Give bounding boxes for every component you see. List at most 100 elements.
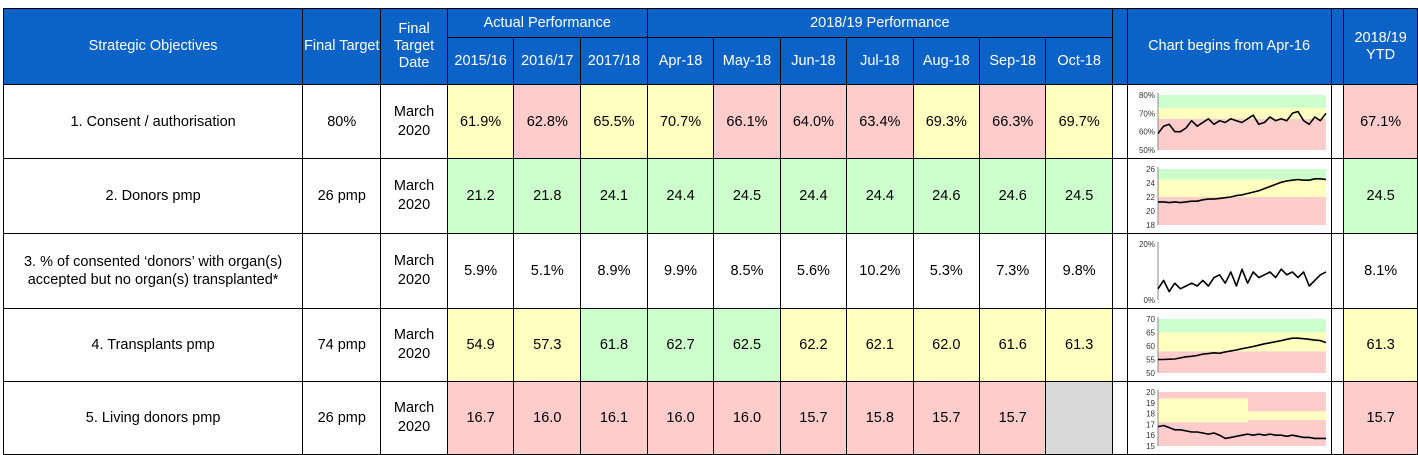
target-date-line: 2020 bbox=[397, 346, 431, 362]
y-tick-label: 0% bbox=[1143, 296, 1155, 305]
target-cell: 74 pmp bbox=[302, 308, 382, 382]
yellow-band bbox=[1157, 398, 1248, 423]
trend-chart-cell: 26 24 22 20 18 bbox=[1126, 158, 1332, 234]
value-cell bbox=[1045, 381, 1113, 455]
y-tick-label: 16 bbox=[1146, 431, 1155, 440]
y-tick-label: 55 bbox=[1146, 356, 1155, 365]
target-date-cell: March 2020 bbox=[380, 233, 448, 309]
series-line bbox=[1157, 424, 1326, 440]
table-row: 1. Consent / authorisation 80% March 2020 61… bbox=[2, 84, 1418, 159]
header-period: Sep-18 bbox=[978, 37, 1047, 85]
header-final-target: Final Target bbox=[302, 8, 382, 85]
header-period: 2017/18 bbox=[580, 37, 648, 85]
ytd-cell: 8.1% bbox=[1343, 233, 1418, 309]
target-date-line: 2020 bbox=[397, 122, 431, 139]
y-tick-label: 20% bbox=[1139, 240, 1155, 249]
trend-chart: 70 65 60 55 50 bbox=[1146, 315, 1326, 378]
trend-chart-cell: 70 65 60 55 50 bbox=[1126, 308, 1332, 382]
header-period: Jun-18 bbox=[779, 37, 848, 85]
green-band bbox=[1157, 319, 1326, 333]
table-row: 2. Donors pmp 26 pmp March 2020 21.2 21.8 24.1… bbox=[2, 158, 1418, 234]
series-line bbox=[1157, 177, 1326, 204]
y-tick-label: 15 bbox=[1146, 442, 1155, 451]
series-line bbox=[1156, 268, 1326, 293]
yellow-band bbox=[1247, 411, 1326, 421]
header-actual-performance: Actual Performance bbox=[446, 8, 648, 38]
target-date-line: March bbox=[393, 400, 435, 416]
trend-chart-cell: 20% 0% bbox=[1126, 233, 1332, 309]
target-date-cell: March 2020 bbox=[380, 381, 448, 455]
y-tick-label: 19 bbox=[1146, 399, 1155, 408]
header-period: Apr-18 bbox=[646, 37, 715, 85]
trend-chart: 20% 0% bbox=[1139, 240, 1326, 305]
spacer bbox=[1330, 381, 1345, 455]
target-date-line: March bbox=[393, 103, 435, 120]
y-tick-label: 20 bbox=[1146, 388, 1155, 397]
value-cell: 10.2% bbox=[846, 233, 914, 309]
spacer bbox=[1111, 308, 1128, 382]
value-cell: 5.1% bbox=[513, 233, 582, 309]
series-line bbox=[1157, 337, 1326, 361]
value-cell: 62.1 bbox=[846, 308, 914, 382]
target-cell: 26 pmp bbox=[302, 158, 382, 234]
value-cell: 16.1 bbox=[580, 381, 648, 455]
value-cell: 8.9% bbox=[580, 233, 648, 309]
value-cell: 8.5% bbox=[713, 233, 781, 309]
header-period: Oct-18 bbox=[1045, 37, 1113, 85]
yellow-band bbox=[1157, 332, 1326, 352]
value-cell: 24.4 bbox=[846, 158, 914, 234]
value-cell: 24.4 bbox=[779, 158, 848, 234]
value-cell: 15.7 bbox=[912, 381, 981, 455]
value-cell: 24.6 bbox=[978, 158, 1047, 234]
value-cell: 62.7 bbox=[646, 308, 715, 382]
value-cell: 61.3 bbox=[1045, 308, 1113, 382]
value-cell: 61.9% bbox=[446, 84, 515, 159]
value-cell: 15.7 bbox=[779, 381, 848, 455]
value-cell: 15.8 bbox=[846, 381, 914, 455]
y-tick-label: 70 bbox=[1146, 315, 1155, 324]
header-strategic-objectives: Strategic Objectives bbox=[2, 8, 304, 85]
target-date-cell: March 2020 bbox=[380, 84, 448, 159]
ytd-cell: 67.1% bbox=[1343, 84, 1418, 159]
value-cell: 24.5 bbox=[1045, 158, 1113, 234]
value-cell: 69.7% bbox=[1045, 84, 1113, 159]
spacer bbox=[1330, 158, 1345, 234]
value-cell: 16.7 bbox=[446, 381, 515, 455]
value-cell: 24.5 bbox=[713, 158, 781, 234]
spacer bbox=[1330, 84, 1345, 159]
value-cell: 5.3% bbox=[912, 233, 981, 309]
value-cell: 66.3% bbox=[978, 84, 1047, 159]
target-date-cell: March 2020 bbox=[380, 308, 448, 382]
y-tick-label: 24 bbox=[1146, 179, 1155, 188]
value-cell: 66.1% bbox=[713, 84, 781, 159]
objective-cell: 3. % of consented ‘donors’ with organ(s)… bbox=[2, 233, 304, 309]
value-cell: 24.1 bbox=[580, 158, 648, 234]
yellow-band bbox=[1157, 107, 1326, 119]
header-chart-begins: Chart begins from Apr-16 bbox=[1126, 8, 1332, 85]
table-body: 1. Consent / authorisation 80% March 2020 61… bbox=[2, 84, 1418, 455]
performance-table: Strategic Objectives Final Target Final … bbox=[2, 8, 1418, 455]
y-tick-label: 17 bbox=[1146, 420, 1155, 429]
value-cell: 64.0% bbox=[779, 84, 848, 159]
y-tick-label: 65 bbox=[1146, 329, 1155, 338]
target-cell bbox=[302, 233, 382, 309]
value-cell: 62.5 bbox=[713, 308, 781, 382]
header-period: 2015/16 bbox=[446, 37, 515, 85]
objective-cell: 1. Consent / authorisation bbox=[2, 84, 304, 159]
value-cell: 61.8 bbox=[580, 308, 648, 382]
value-cell: 24.6 bbox=[912, 158, 981, 234]
value-cell: 9.8% bbox=[1045, 233, 1113, 309]
table-row: 3. % of consented ‘donors’ with organ(s)… bbox=[2, 233, 1418, 309]
trend-chart-cell: 80% 70% 60% 50% bbox=[1126, 84, 1332, 159]
value-cell: 5.9% bbox=[446, 233, 515, 309]
value-cell: 9.9% bbox=[646, 233, 715, 309]
spacer bbox=[1111, 84, 1128, 159]
y-tick-label: 22 bbox=[1146, 193, 1155, 202]
objective-cell: 4. Transplants pmp bbox=[2, 308, 304, 382]
value-cell: 57.3 bbox=[513, 308, 582, 382]
trend-chart: 80% 70% 60% 50% bbox=[1139, 91, 1327, 155]
y-tick-label: 20 bbox=[1146, 207, 1155, 216]
target-date-line: March bbox=[393, 327, 435, 343]
target-date-line: 2020 bbox=[397, 197, 431, 213]
